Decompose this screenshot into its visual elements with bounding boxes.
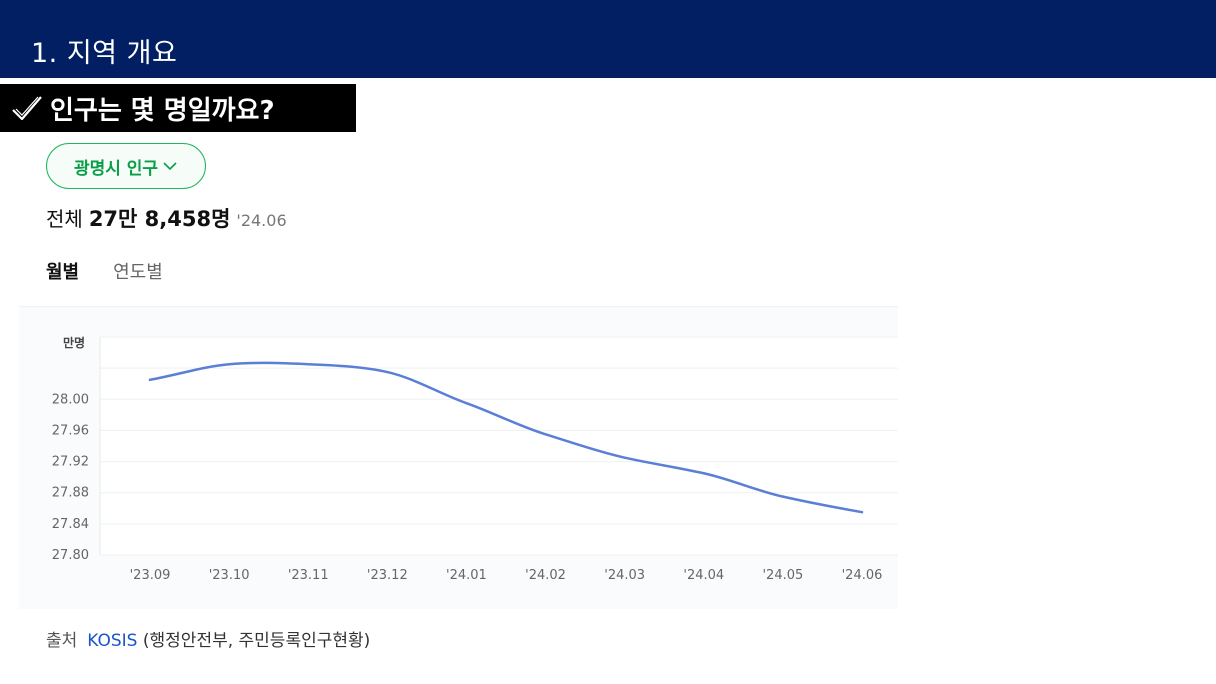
line-chart: 만명 28.00 27.96 27.92 27.88 27.84 27.80 '23.09 '2… <box>52 335 898 583</box>
x-tick-label: '24.01 <box>446 568 487 583</box>
x-tick-label: '23.11 <box>288 568 329 583</box>
y-tick-label: 27.92 <box>52 455 89 470</box>
y-tick-label: 28.00 <box>52 392 89 407</box>
y-tick-label: 27.84 <box>52 517 89 532</box>
x-tick-label: '24.06 <box>842 568 883 583</box>
data-point <box>307 363 310 366</box>
region-selector-button[interactable]: 광명시 인구 <box>46 143 206 189</box>
x-tick-label: '24.04 <box>683 568 724 583</box>
check-icon <box>12 96 42 121</box>
summary-label: 전체 <box>46 207 83 231</box>
data-point <box>544 433 547 436</box>
question-text: 인구는 몇 명일까요? <box>50 95 275 126</box>
population-summary: 전체 27만 8,458명 '24.06 <box>46 203 287 233</box>
chevron-down-icon <box>163 162 177 171</box>
data-point <box>386 370 389 374</box>
data-point <box>148 378 152 382</box>
x-tick-label: '23.12 <box>367 568 408 583</box>
summary-value: 27만 8,458명 <box>88 207 231 231</box>
source-detail: (행정안전부, 주민등록인구현황) <box>137 631 371 651</box>
x-tick-label: '23.09 <box>130 568 171 583</box>
data-point <box>860 510 864 514</box>
data-point <box>465 401 468 405</box>
data-point <box>702 472 705 475</box>
question-banner: 인구는 몇 명일까요? <box>0 84 356 132</box>
section-title: 1. 지역 개요 <box>31 38 178 69</box>
region-selector-label: 광명시 인구 <box>73 158 159 179</box>
tab-yearly[interactable]: 연도별 <box>113 262 163 283</box>
plot-area <box>100 337 898 555</box>
source-note: 출처 KOSIS (행정안전부, 주민등록인구현황) <box>46 626 370 651</box>
series-line <box>148 361 864 514</box>
data-point <box>781 495 785 498</box>
summary-date: '24.06 <box>236 211 287 230</box>
y-tick-label: 27.80 <box>52 548 89 563</box>
period-tabs: 월별 연도별 <box>46 258 163 319</box>
x-tick-label: '24.03 <box>604 568 645 583</box>
x-tick-label: '23.10 <box>209 568 250 583</box>
y-tick-label: 27.88 <box>52 486 89 501</box>
tab-monthly[interactable]: 월별 <box>46 258 80 319</box>
header-bar: 1. 지역 개요 <box>0 0 1216 78</box>
data-point <box>623 456 626 459</box>
x-tick-label: '24.05 <box>762 568 803 583</box>
y-tick-label: 27.96 <box>52 423 89 438</box>
population-chart: 만명 28.00 27.96 27.92 27.88 27.84 27.80 '23.09 '2… <box>19 306 898 609</box>
y-unit-label: 만명 <box>63 335 85 350</box>
x-tick-label: '24.02 <box>525 568 566 583</box>
data-point <box>227 363 231 366</box>
source-link[interactable]: KOSIS <box>87 631 138 651</box>
source-label: 출처 <box>46 631 78 651</box>
